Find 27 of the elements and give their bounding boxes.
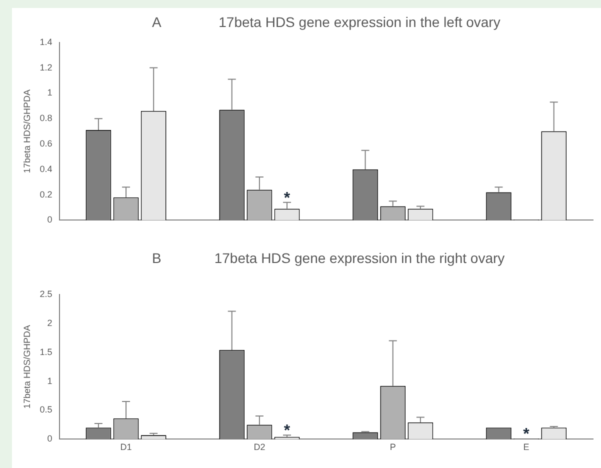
y-tick-label: 1.2 xyxy=(40,62,52,72)
y-tick-label: 0 xyxy=(47,214,52,225)
x-tick-label: P xyxy=(390,442,396,452)
y-tick-label: 0.8 xyxy=(40,113,52,124)
data-label: * xyxy=(284,422,291,440)
y-tick-label: 1 xyxy=(47,376,52,386)
y-tick-label: 0 xyxy=(47,434,52,444)
y-tick-label: 0.6 xyxy=(40,138,52,148)
y-tick-label: 0.4 xyxy=(40,164,52,174)
y-tick-label: 0.5 xyxy=(40,404,52,415)
x-tick-label: E xyxy=(523,442,530,452)
text: A xyxy=(152,14,162,30)
y-tick-label: 2 xyxy=(47,318,52,328)
y-tick-label: 1.5 xyxy=(40,346,52,357)
x-tick-label: D2 xyxy=(254,442,266,452)
text: B xyxy=(152,250,162,266)
y-tick-label: 2.5 xyxy=(40,288,52,299)
y-axis-title: 17beta HDS/GHPDA xyxy=(22,90,32,174)
x-tick-label: D1 xyxy=(120,442,132,452)
y-tick-label: 0.2 xyxy=(40,189,52,200)
data-label: * xyxy=(284,190,291,207)
data-label: * xyxy=(523,426,530,444)
chart-title: 17beta HDS gene expression in the left ovary xyxy=(218,14,502,30)
y-tick-label: 1.4 xyxy=(40,36,52,47)
chart-title: 17beta HDS gene expression in the right ovary xyxy=(213,250,506,266)
y-tick-label: 1 xyxy=(47,88,52,98)
y-axis-title: 17beta HDS/GHPDA xyxy=(22,325,32,409)
